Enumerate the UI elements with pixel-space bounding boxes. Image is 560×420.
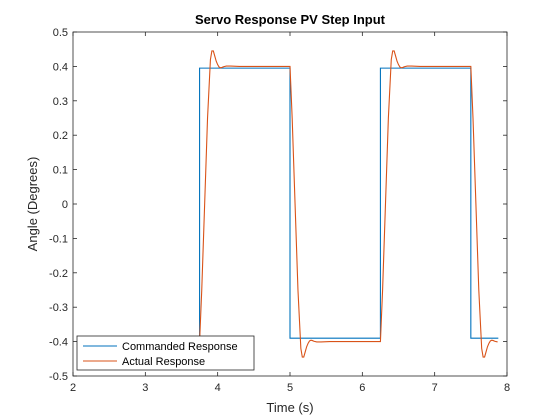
x-tick-label: 2 (70, 382, 76, 394)
chart-title: Servo Response PV Step Input (195, 12, 386, 27)
y-tick-label: -0.3 (49, 302, 68, 314)
x-axis-label: Time (s) (266, 400, 313, 415)
y-tick-label: 0.4 (53, 61, 68, 73)
y-tick-label: 0.2 (53, 130, 68, 142)
legend-label-0: Commanded Response (122, 341, 238, 353)
series-line-0 (198, 67, 499, 339)
legend: Commanded Response Actual Response (76, 335, 255, 371)
series-layer (198, 50, 499, 358)
y-tick-label: -0.1 (49, 233, 68, 245)
x-tick-label: 3 (142, 382, 148, 394)
x-tick-label: 6 (359, 382, 365, 394)
ticks-layer: 2 3 4 5 6 7 8 -0.5 -0.4 -0.3 -0.2 -0.1 0 0.1 0.2 0.3 0.4… (49, 27, 510, 394)
y-tick-label: 0.1 (53, 165, 68, 177)
y-tick-label: -0.2 (49, 268, 68, 280)
x-tick-label: 7 (432, 382, 438, 394)
x-tick-label: 4 (215, 382, 221, 394)
y-tick-label: 0 (62, 199, 68, 211)
y-tick-label: 0.3 (53, 96, 68, 108)
x-tick-label: 8 (504, 382, 510, 394)
series-line-1 (199, 50, 498, 358)
x-tick-label: 5 (287, 382, 293, 394)
legend-label-1: Actual Response (122, 356, 205, 368)
legend-box (76, 335, 255, 371)
y-tick-label: 0.5 (53, 27, 68, 39)
y-tick-label: -0.5 (49, 371, 68, 383)
y-axis-label: Angle (Degrees) (25, 157, 40, 252)
y-tick-label: -0.4 (49, 337, 68, 349)
